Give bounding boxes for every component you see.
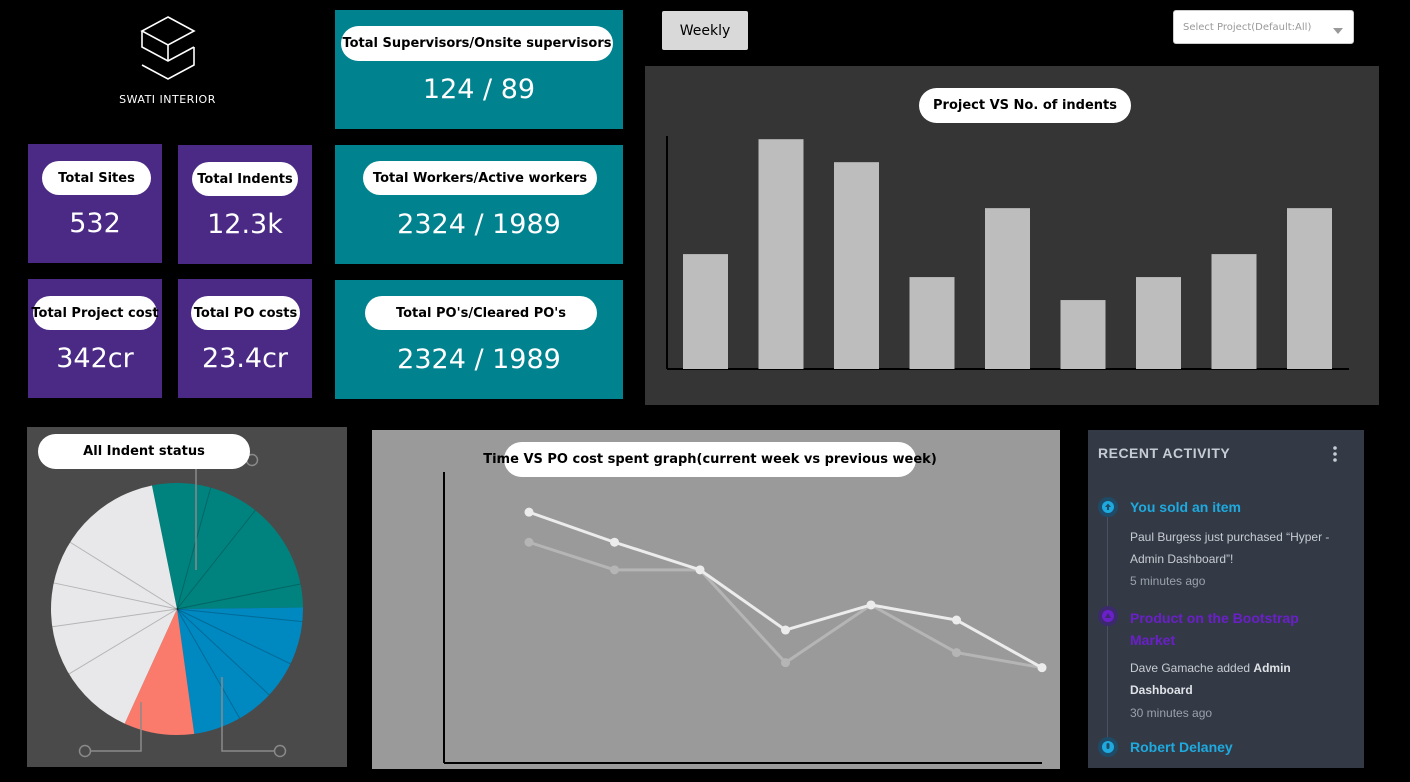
- activity-title: RECENT ACTIVITY: [1098, 445, 1231, 461]
- pie-slice: [124, 609, 195, 735]
- pie-chart-panel: All Indent status: [27, 427, 347, 767]
- pie-slice: [151, 483, 303, 609]
- pie-divider: [176, 608, 241, 719]
- line-chart-title: Time VS PO cost spent graph(current week…: [483, 442, 937, 477]
- activity-item-title: Product on the Bootstrap Market: [1130, 610, 1299, 648]
- stat-value: 342cr: [56, 343, 134, 374]
- line-chart-panel: Time VS PO cost spent graph(current week…: [372, 430, 1060, 769]
- line-point: [952, 648, 961, 658]
- pie-divider: [176, 608, 291, 665]
- stat-value: 124 / 89: [422, 74, 536, 105]
- upload-icon: [1098, 497, 1118, 517]
- stat-label: Total PO costs: [191, 296, 300, 330]
- bar: [1060, 300, 1106, 369]
- activity-item-text: Paul Burgess just purchased “Hyper - Adm…: [1130, 530, 1330, 566]
- bar: [758, 139, 804, 369]
- stat-card-workers[interactable]: Total Workers/Active workers 2324 / 1989: [335, 145, 623, 264]
- stat-label: Total Workers/Active workers: [363, 161, 597, 195]
- logo-mark-icon: [139, 16, 196, 80]
- bar: [1136, 277, 1181, 369]
- bar: [683, 254, 728, 369]
- bar: [909, 277, 955, 369]
- bar: [834, 162, 879, 369]
- stat-card-total-project-cost[interactable]: Total Project cost 342cr: [28, 279, 162, 398]
- line-point: [610, 537, 619, 547]
- stat-value: 532: [69, 208, 121, 239]
- stat-label: Total Project cost: [31, 296, 159, 330]
- pie-divider: [176, 608, 270, 696]
- stat-card-pos[interactable]: Total PO's/Cleared PO's 2324 / 1989: [335, 280, 623, 399]
- activity-item-time: 5 minutes ago: [1130, 574, 1206, 588]
- project-select-value: Select Project(Default:All): [1183, 21, 1312, 33]
- activity-item-text-pre: Dave Gamache added: [1130, 661, 1254, 675]
- line-point: [524, 507, 534, 517]
- activity-item-time: 30 minutes ago: [1130, 706, 1213, 720]
- stat-label: Total Indents: [192, 162, 298, 196]
- brand-logo: SWATI INTERIOR: [105, 15, 230, 115]
- stat-card-total-indents[interactable]: Total Indents 12.3k: [178, 145, 312, 264]
- stat-card-total-po-costs[interactable]: Total PO costs 23.4cr: [178, 279, 312, 398]
- brand-name: SWATI INTERIOR: [119, 93, 216, 106]
- activity-item-text: Dave Gamache added Admin Dashboard: [1130, 657, 1350, 701]
- line-point: [1037, 663, 1047, 673]
- pie-leader-dot: [273, 744, 287, 758]
- pie-leader-line: [91, 702, 142, 752]
- bar-chart-title: Project VS No. of indents: [919, 88, 1131, 123]
- bar: [1211, 254, 1257, 369]
- pie-leader-line: [221, 677, 275, 752]
- pie-divider: [53, 582, 178, 610]
- stat-label: Total Sites: [42, 161, 151, 195]
- pie-divider: [52, 608, 178, 628]
- line-chart: [443, 472, 1047, 764]
- line-point: [610, 565, 619, 575]
- pie-slice: [177, 607, 303, 734]
- mic-icon: [1098, 737, 1118, 757]
- stat-card-supervisors[interactable]: Total Supervisors/Onsite supervisors 124…: [335, 10, 623, 129]
- airplay-icon: [1098, 606, 1118, 626]
- activity-item-title: Robert Delaney: [1130, 739, 1233, 755]
- pie-chart: [50, 453, 303, 758]
- stat-value: 12.3k: [207, 209, 283, 240]
- project-select[interactable]: Select Project(Default:All): [1173, 10, 1354, 44]
- timeline-line: [1107, 512, 1108, 752]
- weekly-button[interactable]: Weekly: [662, 11, 748, 50]
- stat-value: 2324 / 1989: [397, 209, 561, 240]
- line-point: [781, 658, 790, 668]
- stat-label: Total PO's/Cleared PO's: [365, 296, 597, 330]
- pie-slice: [50, 485, 177, 724]
- line-point: [952, 615, 961, 625]
- activity-item-text-bold: Admin Dashboard: [1130, 661, 1291, 697]
- line-point: [866, 600, 876, 610]
- activity-item-title: You sold an item: [1130, 499, 1241, 515]
- recent-activity-panel: RECENT ACTIVITY You sold an item Paul Bu…: [1088, 430, 1364, 768]
- pie-chart-title: All Indent status: [38, 434, 250, 469]
- line-point: [524, 537, 534, 547]
- bar-chart: [666, 136, 1349, 370]
- bar-chart-panel: Project VS No. of indents: [645, 66, 1379, 405]
- chevron-down-icon: [1333, 28, 1343, 34]
- line-series: [528, 510, 1043, 669]
- line-series: [528, 540, 1043, 670]
- bar: [1287, 208, 1332, 369]
- pie-divider: [176, 509, 256, 610]
- stat-card-total-sites[interactable]: Total Sites 532: [28, 144, 162, 263]
- pie-divider: [68, 608, 178, 675]
- more-vertical-icon[interactable]: [1332, 446, 1338, 462]
- line-point: [781, 625, 790, 635]
- stat-value: 2324 / 1989: [397, 344, 561, 375]
- pie-leader-dot: [78, 744, 92, 758]
- pie-divider: [176, 608, 303, 623]
- bar: [985, 208, 1030, 369]
- pie-divider: [176, 487, 212, 610]
- line-point: [695, 565, 705, 575]
- stat-label: Total Supervisors/Onsite supervisors: [341, 26, 613, 61]
- stat-value: 23.4cr: [201, 343, 289, 374]
- pie-divider: [176, 583, 301, 610]
- pie-divider: [69, 541, 178, 610]
